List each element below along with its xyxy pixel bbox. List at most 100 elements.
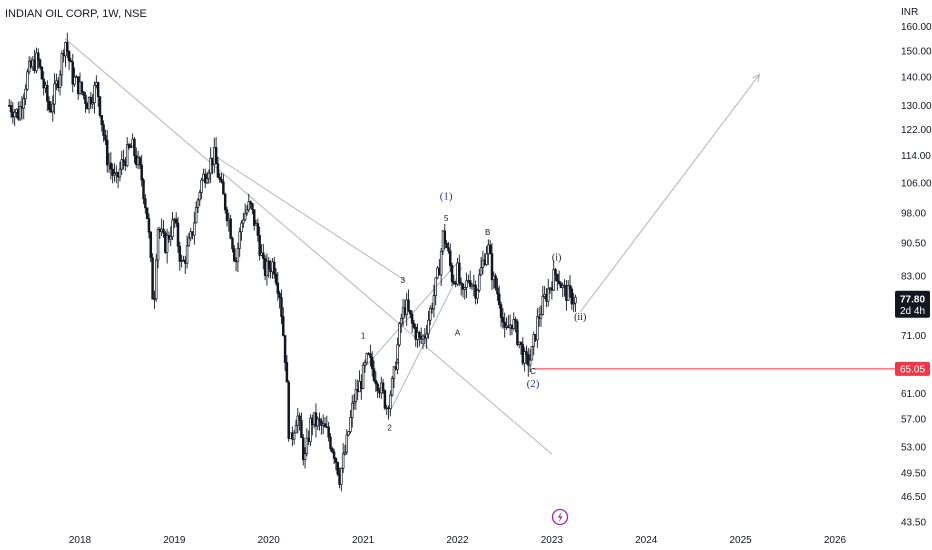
- candle-body: [452, 281, 456, 284]
- candle-body: [220, 179, 223, 183]
- candle-body: [91, 102, 94, 105]
- candle-body: [512, 319, 516, 329]
- y-tick-label: 57.00: [901, 415, 926, 426]
- candle-body: [448, 250, 452, 266]
- candle-body: [111, 168, 114, 176]
- candle-body: [381, 382, 385, 392]
- candle-body: [98, 96, 102, 116]
- candle-body: [145, 207, 149, 219]
- candle-body: [552, 269, 555, 291]
- candle-body: [105, 139, 109, 166]
- x-tick-label: 2019: [163, 535, 186, 546]
- candle-body: [410, 314, 414, 324]
- candle-body: [396, 344, 399, 370]
- x-tick-label: 2022: [446, 535, 469, 546]
- wave-label: 3: [401, 276, 406, 285]
- candle-body: [369, 353, 372, 358]
- candle-body: [376, 383, 379, 392]
- candle-body: [327, 426, 330, 438]
- candle-body: [129, 146, 133, 149]
- trendline[interactable]: [579, 74, 760, 313]
- wave-label: 1: [361, 331, 366, 340]
- candle-body: [58, 74, 62, 88]
- wave-label: (ii): [574, 312, 586, 323]
- candle-body: [514, 319, 517, 323]
- wave-label: B: [485, 228, 490, 237]
- candle-body: [73, 76, 76, 85]
- y-tick-label: 46.50: [901, 492, 926, 503]
- candle-body: [120, 159, 123, 170]
- time-axis[interactable]: 2018 2019 2020 2021 2022 2023 2024 2025 2026: [69, 535, 847, 546]
- candle-body: [209, 157, 212, 174]
- candle-body: [301, 437, 305, 460]
- candle-body: [40, 66, 44, 80]
- candle-body: [572, 302, 575, 305]
- price-axis[interactable]: 160.00 150.00 140.00 130.00 122.00 114.00 106.…: [901, 22, 932, 529]
- candle-body: [554, 269, 557, 275]
- candle-body: [113, 173, 116, 176]
- candle-body: [162, 228, 165, 234]
- event-lightning-icon[interactable]: [551, 508, 569, 526]
- candle-body: [24, 88, 27, 100]
- candle-body: [496, 287, 499, 295]
- candle-body: [468, 280, 472, 287]
- candle-body: [37, 52, 40, 61]
- candle-body: [258, 235, 261, 256]
- candle-body: [42, 78, 45, 89]
- trendline[interactable]: [64, 38, 553, 455]
- candle-body: [276, 282, 280, 294]
- candle-body: [478, 274, 481, 291]
- candle-body: [66, 42, 69, 52]
- candle-body: [102, 124, 105, 136]
- candle-body: [140, 164, 143, 181]
- candle-body: [193, 222, 196, 236]
- candle-body: [412, 322, 416, 328]
- candle-body: [222, 181, 225, 195]
- candle-body: [523, 351, 526, 364]
- candles-layer: [7, 32, 577, 492]
- candle-body: [100, 115, 104, 126]
- candle-body: [323, 423, 327, 428]
- candle-body: [154, 259, 158, 300]
- candle-body: [125, 144, 129, 166]
- candle-body: [165, 235, 169, 253]
- wave-label: 2: [387, 424, 392, 433]
- wave-label: 5: [444, 214, 449, 223]
- currency-label: INR: [901, 7, 918, 18]
- y-tick-label: 71.00: [901, 331, 926, 342]
- last-price-label: 77.80: [900, 294, 925, 305]
- candle-body: [267, 260, 271, 270]
- trendline-layer: [64, 38, 761, 455]
- candle-body: [499, 304, 503, 318]
- candle-body: [236, 247, 240, 263]
- wave-label: C: [530, 367, 536, 376]
- y-tick-label: 49.50: [901, 468, 926, 479]
- y-tick-label: 114.00: [901, 151, 931, 162]
- candle-body: [447, 247, 450, 252]
- candle-body: [372, 368, 376, 381]
- candle-body: [22, 98, 25, 109]
- candle-body: [67, 51, 71, 61]
- candle-body: [479, 267, 483, 276]
- candle-body: [329, 436, 332, 449]
- candle-body: [144, 198, 147, 209]
- candle-body: [151, 257, 154, 300]
- candle-body: [240, 222, 243, 233]
- candle-body: [350, 402, 354, 418]
- candle-body: [274, 273, 278, 284]
- candle-body: [389, 394, 392, 410]
- trendline[interactable]: [213, 154, 406, 282]
- candle-body: [245, 209, 249, 214]
- x-tick-label: 2025: [730, 535, 753, 546]
- last-price-badge: [895, 290, 930, 318]
- candle-body: [278, 293, 281, 298]
- wave-label: 4: [395, 358, 400, 367]
- trendline[interactable]: [389, 266, 463, 413]
- candle-body: [285, 362, 289, 383]
- candle-body: [283, 335, 287, 363]
- candle-body: [198, 192, 202, 201]
- candle-body: [488, 244, 492, 254]
- candle-body: [432, 295, 436, 310]
